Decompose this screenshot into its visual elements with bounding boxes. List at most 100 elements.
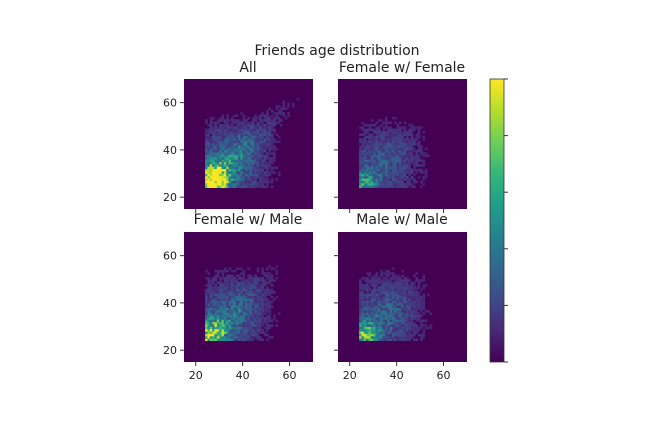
heatmap-cell — [375, 279, 379, 282]
heatmap-cell — [406, 171, 409, 174]
heatmap-cell — [384, 293, 388, 297]
heatmap-cell — [403, 166, 407, 170]
heatmap-cell — [375, 300, 379, 304]
heatmap-cell — [240, 286, 243, 290]
heatmap-cell — [361, 293, 365, 297]
heatmap-cell — [226, 302, 229, 306]
heatmap-cell — [233, 166, 236, 170]
heatmap-cell — [266, 298, 269, 301]
heatmap-cell — [370, 164, 374, 167]
heatmap-cell — [389, 328, 393, 332]
heatmap-cell — [223, 300, 227, 304]
heatmap-cell — [261, 157, 265, 160]
heatmap-cell — [268, 171, 272, 174]
heatmap-cell — [370, 133, 374, 137]
heatmap-cell — [401, 180, 404, 184]
heatmap-cell — [212, 310, 215, 313]
heatmap-cell — [368, 164, 372, 167]
heatmap-cell — [373, 291, 376, 294]
heatmap-cell — [359, 161, 362, 165]
heatmap-cell — [384, 145, 388, 148]
heatmap-cell — [382, 331, 386, 334]
heatmap-cell — [413, 147, 416, 151]
heatmap-cell — [249, 336, 253, 339]
heatmap-cell — [263, 333, 267, 337]
heatmap-cell — [259, 175, 262, 179]
heatmap-cell — [401, 331, 404, 334]
heatmap-cell — [268, 305, 272, 308]
heatmap-cell — [209, 295, 213, 299]
heatmap-cell — [382, 168, 386, 172]
heatmap-cell — [382, 276, 386, 280]
heatmap-cell — [228, 119, 232, 122]
heatmap-cell — [380, 154, 383, 158]
heatmap-cell — [398, 281, 402, 285]
heatmap-cell — [261, 288, 265, 292]
heatmap-cell — [226, 140, 229, 144]
heatmap-cell — [268, 116, 272, 120]
heatmap-cell — [221, 173, 225, 177]
heatmap-cell — [268, 317, 272, 320]
heatmap-cell — [233, 185, 236, 189]
heatmap-cell — [252, 328, 255, 332]
heatmap-cell — [401, 317, 404, 320]
heatmap-cell — [242, 274, 246, 278]
heatmap-cell — [268, 164, 272, 167]
heatmap-cell — [249, 149, 253, 153]
heatmap-cell — [373, 284, 376, 287]
heatmap-cell — [408, 128, 412, 132]
heatmap-cell — [408, 328, 412, 332]
heatmap-cell — [230, 302, 234, 306]
heatmap-cell — [228, 152, 232, 155]
heatmap-cell — [256, 126, 260, 129]
heatmap-cell — [401, 135, 404, 139]
heatmap-cell — [361, 302, 365, 306]
heatmap-cell — [406, 164, 409, 167]
heatmap-cell — [209, 328, 213, 332]
heatmap-cell — [268, 140, 272, 144]
heatmap-cell — [270, 121, 274, 125]
heatmap-cell — [382, 178, 386, 181]
heatmap-cell — [359, 157, 362, 160]
heatmap-cell — [205, 121, 208, 125]
heatmap-cell — [205, 119, 208, 122]
heatmap-cell — [375, 133, 379, 137]
heatmap-cell — [366, 173, 369, 177]
heatmap-cell — [384, 116, 388, 120]
heatmap-cell — [207, 159, 211, 163]
heatmap-cell — [401, 314, 404, 318]
heatmap-cell — [221, 310, 225, 313]
heatmap-cell — [384, 281, 388, 285]
heatmap-cell — [373, 333, 376, 337]
heatmap-cell — [226, 119, 229, 122]
heatmap-cell — [214, 314, 218, 318]
heatmap-cell — [223, 142, 227, 146]
heatmap-cell — [370, 333, 374, 337]
heatmap-cell — [366, 142, 369, 146]
heatmap-cell — [221, 140, 225, 144]
heatmap-cell — [373, 180, 376, 184]
heatmap-cell — [244, 310, 248, 313]
heatmap-cell — [223, 284, 227, 287]
heatmap-cell — [391, 321, 395, 325]
heatmap-cell — [235, 121, 239, 125]
heatmap-cell — [384, 338, 388, 342]
heatmap-cell — [249, 142, 253, 146]
heatmap-cell — [384, 168, 388, 172]
heatmap-cell — [396, 161, 400, 165]
heatmap-cell — [221, 276, 225, 280]
heatmap-cell — [384, 135, 388, 139]
heatmap-cell — [391, 180, 395, 184]
heatmap-cell — [209, 286, 213, 290]
heatmap-cell — [249, 147, 253, 151]
heatmap-cell — [406, 180, 409, 184]
heatmap-cell — [422, 164, 426, 167]
heatmap-cell — [417, 168, 421, 172]
heatmap-cell — [373, 173, 376, 177]
heatmap-cell — [366, 168, 369, 172]
heatmap-cell — [221, 331, 225, 334]
heatmap-cell — [373, 128, 376, 132]
heatmap-cell — [396, 166, 400, 170]
heatmap-cell — [373, 171, 376, 174]
heatmap-cell — [373, 152, 376, 155]
